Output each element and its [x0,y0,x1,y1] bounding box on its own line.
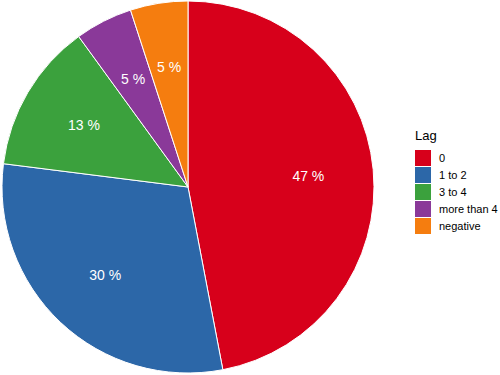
pie-slice [2,164,223,373]
pie-slice [188,1,374,370]
legend-label: more than 4 [439,203,498,215]
legend-title: Lag [415,128,437,143]
legend-label: 0 [439,152,445,164]
legend-item: negative [415,218,481,234]
legend-swatch [415,150,431,166]
data-label: 13 % [68,117,100,133]
legend-label: 1 to 2 [439,169,467,181]
data-label: 30 % [89,267,121,283]
legend-label: negative [439,220,481,232]
legend-item: 0 [415,150,445,166]
data-label: 47 % [292,168,324,184]
data-label: 5 % [121,71,145,87]
legend-label: 3 to 4 [439,186,467,198]
legend-item: 1 to 2 [415,167,467,183]
legend-item: 3 to 4 [415,184,467,200]
legend-swatch [415,201,431,217]
chart: 47 % 30 % 13 % 5 % 5 % Lag0 1 to 2 3 to 4 more t… [0,0,500,375]
pie: 47 % 30 % 13 % 5 % 5 % [2,1,374,373]
pie-slice [131,1,188,187]
legend-swatch [415,167,431,183]
data-label: 5 % [157,59,181,75]
legend: Lag0 1 to 2 3 to 4 more than 4 negative [415,128,498,234]
legend-swatch [415,218,431,234]
legend-item: more than 4 [415,201,498,217]
legend-swatch [415,184,431,200]
